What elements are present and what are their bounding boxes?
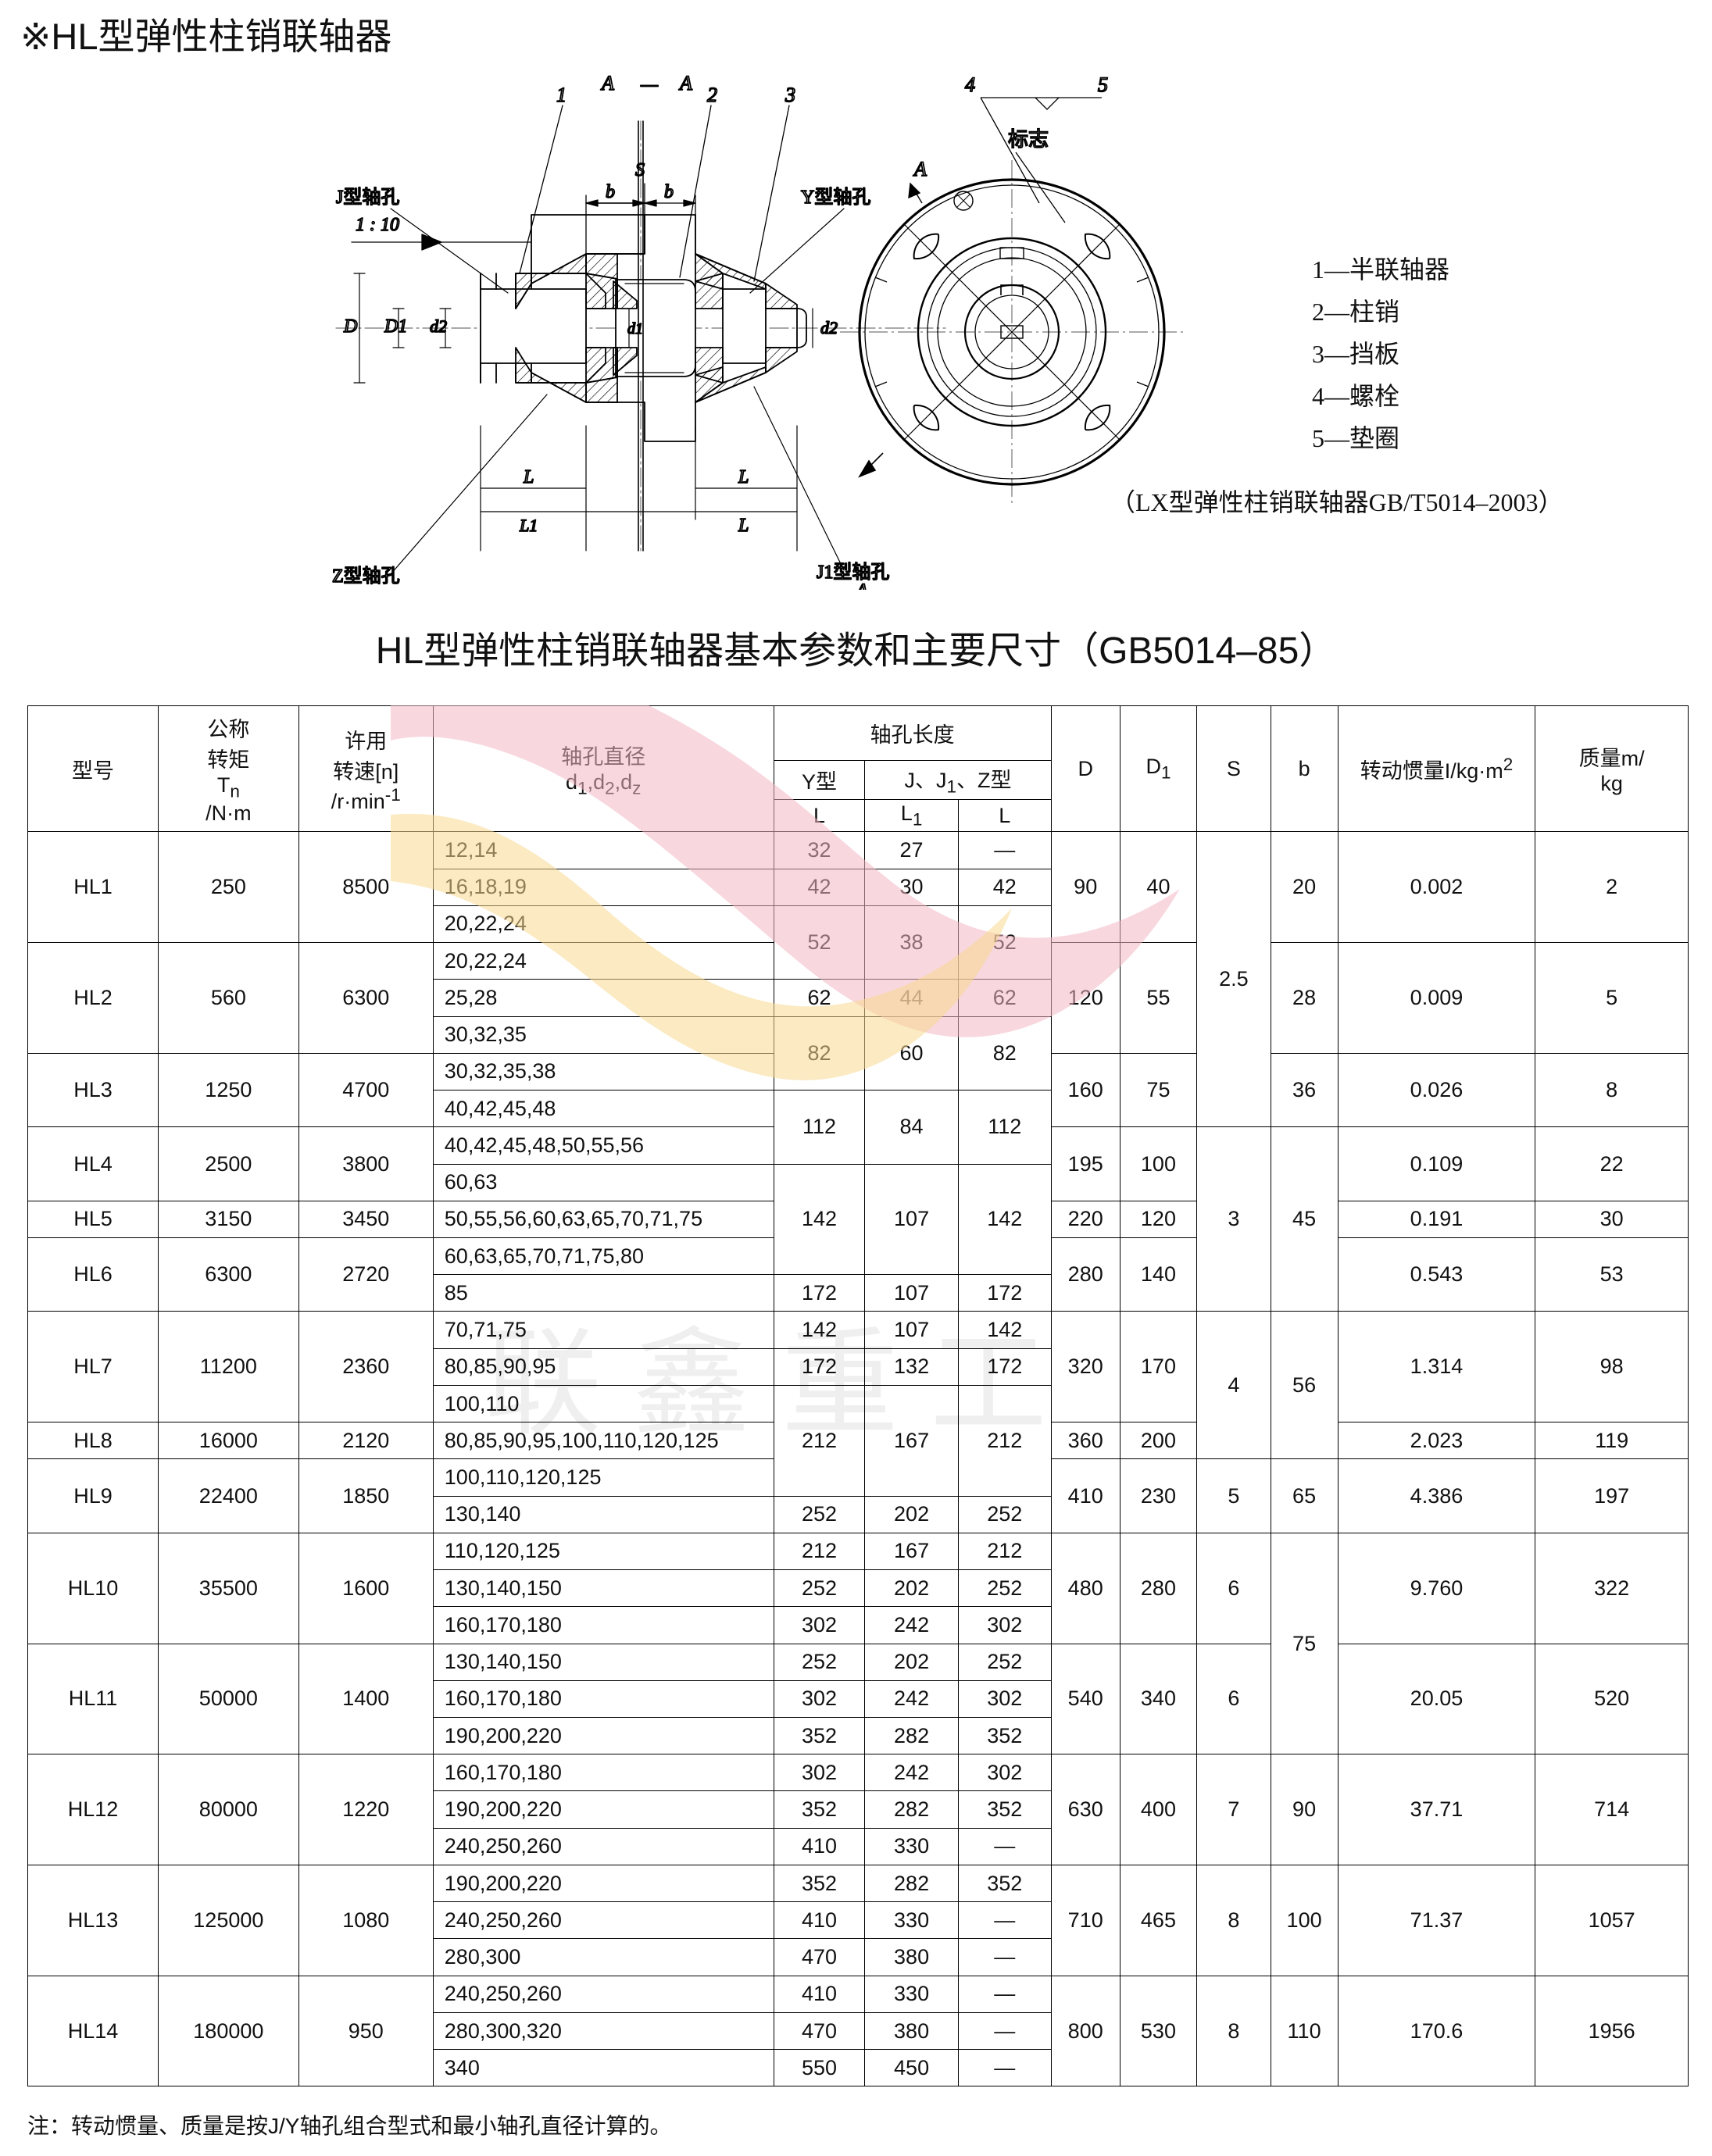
svg-text:L: L <box>523 467 534 487</box>
svg-text:d2: d2 <box>430 316 447 336</box>
svg-text:1 : 10: 1 : 10 <box>356 215 399 235</box>
svg-text:2: 2 <box>707 84 717 106</box>
svg-text:Y型轴孔: Y型轴孔 <box>801 187 870 208</box>
svg-text:A: A <box>854 580 868 590</box>
svg-text:d2: d2 <box>820 318 838 337</box>
svg-text:D: D <box>343 316 357 337</box>
svg-text:Z型轴孔: Z型轴孔 <box>332 566 400 587</box>
svg-text:J型轴孔: J型轴孔 <box>336 187 399 208</box>
svg-text:L1: L1 <box>519 516 538 535</box>
svg-text:A: A <box>600 74 614 95</box>
svg-text:A: A <box>678 74 692 95</box>
svg-text:b: b <box>606 182 615 202</box>
svg-text:J1型轴孔: J1型轴孔 <box>817 562 889 583</box>
svg-text:b: b <box>664 182 674 202</box>
svg-text:3: 3 <box>785 84 795 106</box>
svg-text:1: 1 <box>556 84 566 106</box>
svg-text:d1: d1 <box>627 320 643 337</box>
svg-text:5: 5 <box>1098 74 1108 96</box>
svg-text:S: S <box>635 160 645 180</box>
svg-text:A: A <box>913 158 927 180</box>
svg-text:L: L <box>738 467 749 487</box>
svg-text:4: 4 <box>965 74 975 96</box>
svg-text:D1: D1 <box>384 316 407 337</box>
svg-text:标志: 标志 <box>1008 128 1049 151</box>
svg-text:L: L <box>738 516 749 536</box>
svg-text:—: — <box>640 74 659 94</box>
